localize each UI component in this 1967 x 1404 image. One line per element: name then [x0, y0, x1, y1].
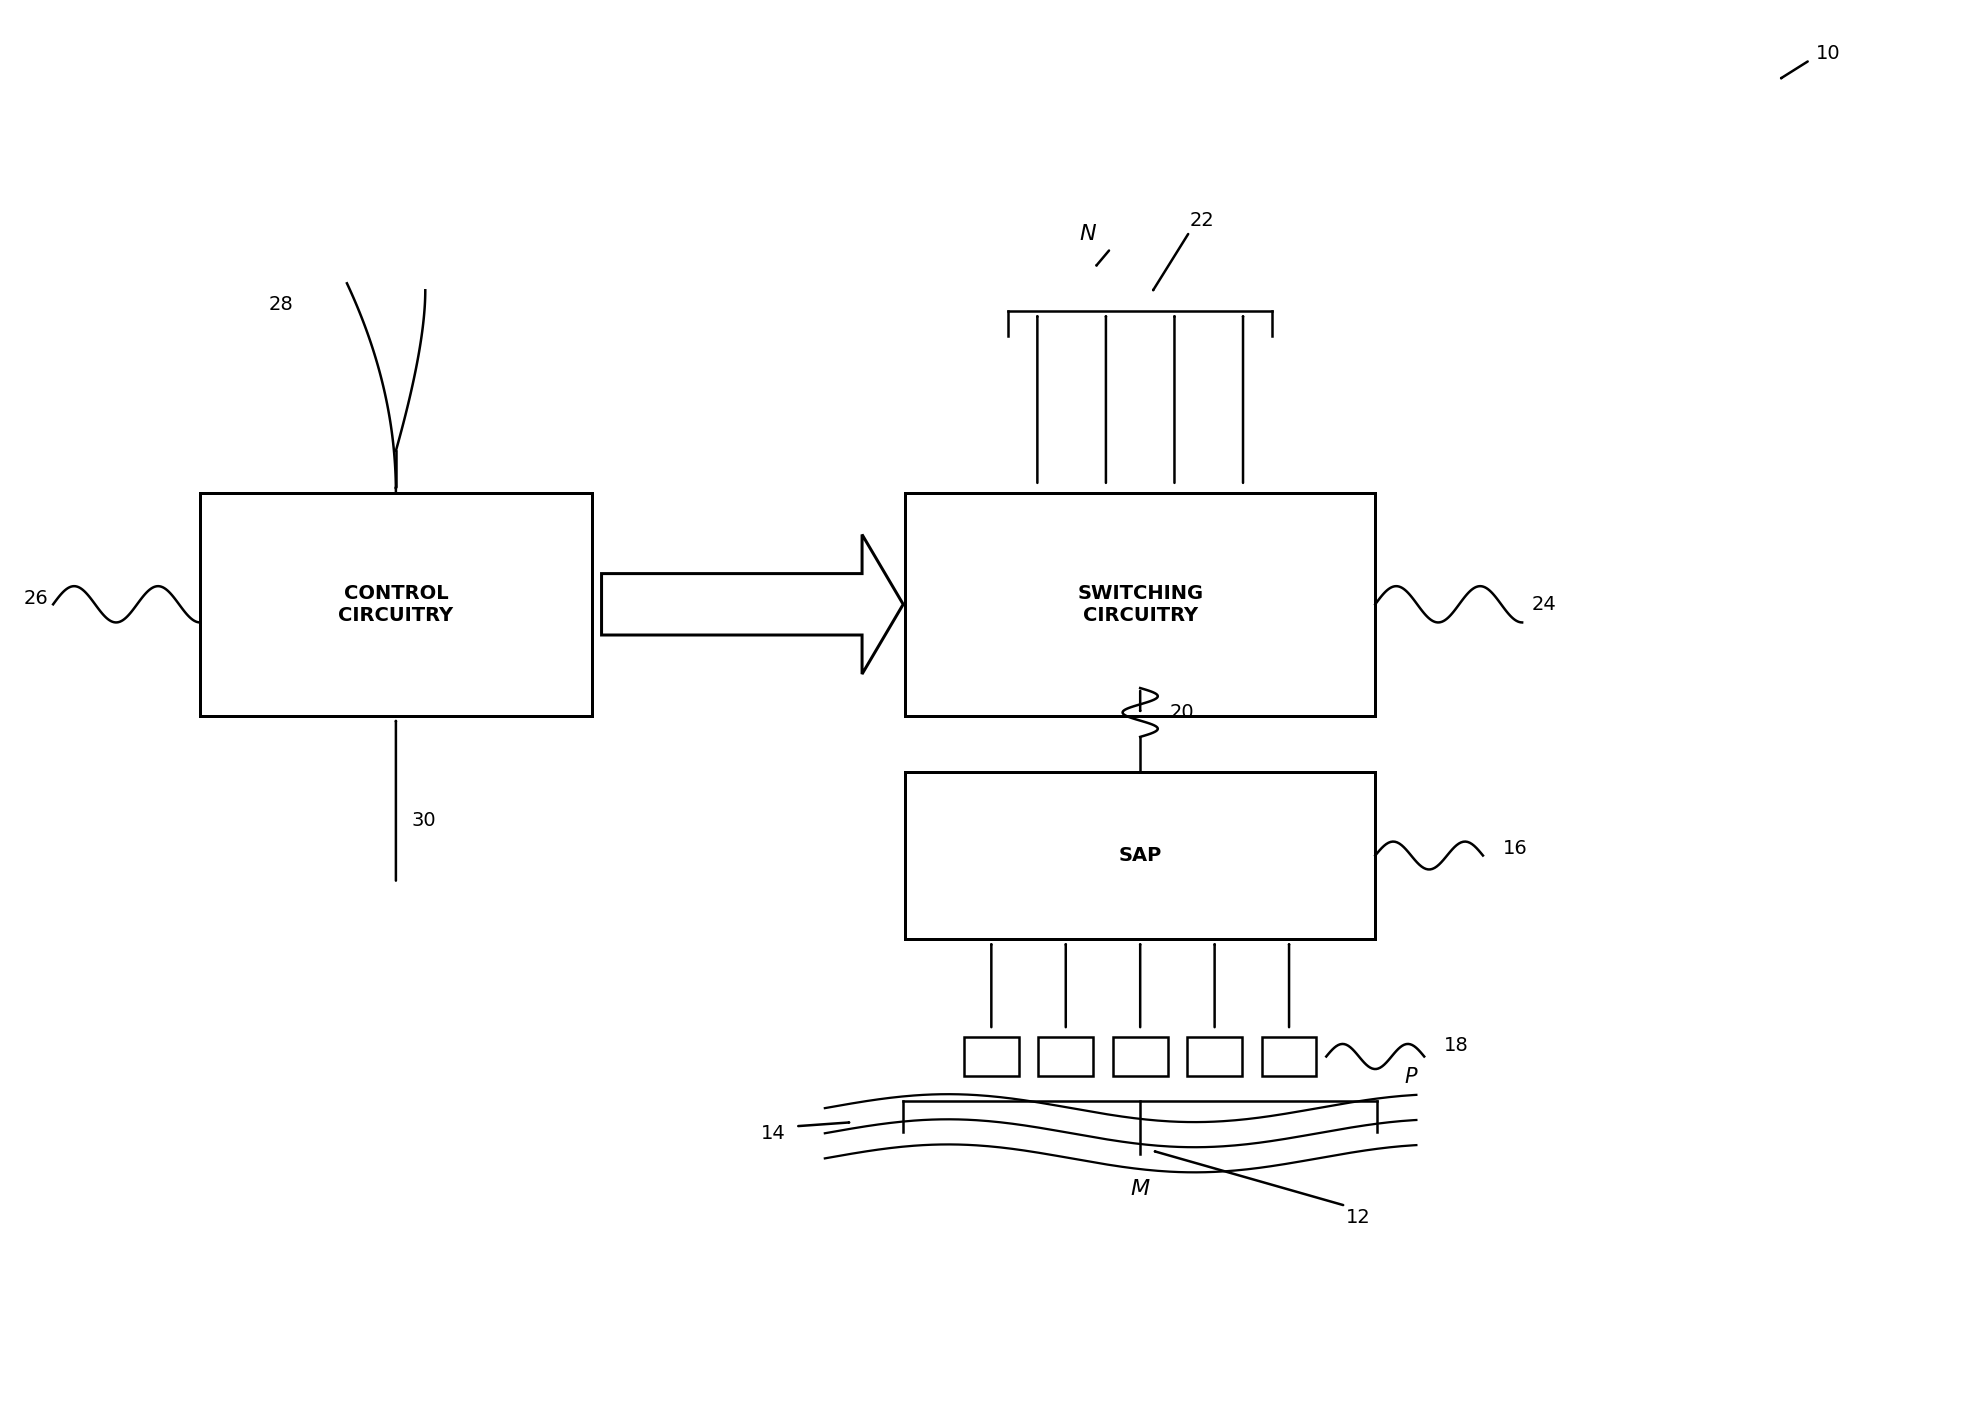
Bar — [1039, 1038, 1094, 1075]
Text: 24: 24 — [1532, 595, 1556, 614]
Text: SAP: SAP — [1119, 847, 1162, 865]
Text: 28: 28 — [269, 295, 293, 313]
Text: N: N — [1080, 225, 1096, 244]
Text: P: P — [1404, 1067, 1418, 1088]
Text: 22: 22 — [1190, 211, 1214, 230]
Bar — [1113, 1038, 1168, 1075]
Bar — [905, 772, 1375, 939]
Bar — [1188, 1038, 1241, 1075]
Text: M: M — [1131, 1179, 1151, 1199]
Bar — [964, 1038, 1019, 1075]
Text: 10: 10 — [1816, 44, 1841, 63]
Text: 30: 30 — [411, 812, 437, 830]
Bar — [1261, 1038, 1316, 1075]
Bar — [201, 493, 592, 716]
Text: SWITCHING
CIRCUITRY: SWITCHING CIRCUITRY — [1078, 584, 1204, 625]
Text: 20: 20 — [1170, 703, 1194, 722]
Text: 16: 16 — [1503, 840, 1526, 858]
Text: CONTROL
CIRCUITRY: CONTROL CIRCUITRY — [338, 584, 454, 625]
Text: 14: 14 — [761, 1123, 785, 1143]
Bar — [905, 493, 1375, 716]
Text: 18: 18 — [1444, 1036, 1469, 1054]
Text: 12: 12 — [1345, 1207, 1371, 1227]
Text: 26: 26 — [24, 590, 49, 608]
Polygon shape — [602, 535, 903, 674]
